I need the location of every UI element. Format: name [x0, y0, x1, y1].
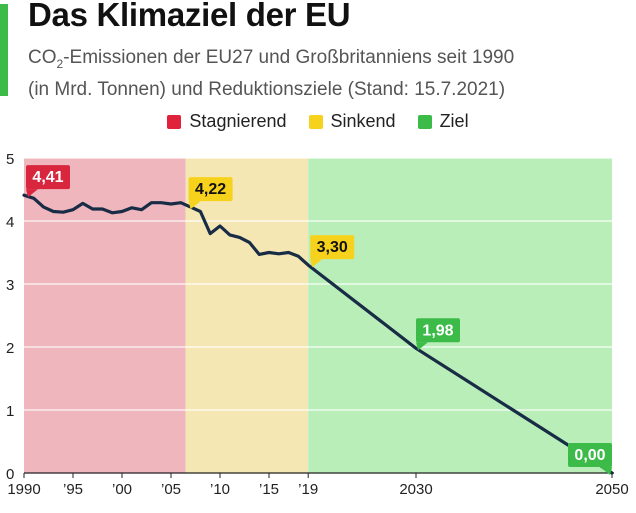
- legend-swatch-stagnierend: [167, 114, 182, 129]
- callout-2030: 1,98: [416, 318, 460, 351]
- subtitle-sub: 2: [56, 56, 64, 71]
- callout-1990: 4,41: [26, 165, 70, 198]
- y-tick-label-5: 5: [6, 151, 14, 168]
- phase-band-stagnierend: [24, 158, 186, 473]
- callout-2050: 0,00: [568, 443, 612, 475]
- callout-box-2019: [310, 235, 355, 260]
- subtitle-co: CO: [28, 47, 57, 68]
- callout-tail-2007: [188, 201, 201, 210]
- callout-box-2030: [416, 318, 460, 343]
- phase-band-ziel: [308, 158, 612, 473]
- callout-label-1990: 4,41: [32, 169, 63, 186]
- y-tick-label-0: 0: [6, 466, 14, 483]
- subtitle-line-1: CO2-Emissionen der EU27 und Großbritanni…: [28, 45, 514, 77]
- x-tick-label-2030: 2030: [399, 481, 432, 498]
- callout-label-2050: 0,00: [574, 447, 605, 464]
- callout-tail-1990: [26, 189, 38, 198]
- x-tick-label-2050: 2050: [595, 481, 628, 498]
- y-tick-label-2: 2: [6, 340, 14, 357]
- x-tick-label-1990: 1990: [7, 481, 40, 498]
- legend-label-ziel: Ziel: [439, 111, 469, 131]
- legend-item-sinkend: Sinkend: [308, 111, 396, 132]
- legend: Stagnierend Sinkend Ziel: [0, 111, 636, 132]
- legend-swatch-sinkend: [308, 114, 323, 129]
- phase-band-sinkend: [185, 158, 309, 473]
- legend-item-ziel: Ziel: [417, 111, 469, 132]
- callout-2019: 3,30: [310, 235, 355, 268]
- callout-box-2050: [568, 443, 612, 467]
- callout-label-2019: 3,30: [317, 239, 348, 256]
- y-tick-label-3: 3: [6, 277, 14, 294]
- subtitle-line-2: (in Mrd. Tonnen) und Reduktionsziele (St…: [28, 78, 506, 100]
- x-tick-label-2015: ’15: [259, 481, 279, 498]
- emissions-line: [22, 193, 614, 475]
- x-tick-label-2010: ’10: [210, 481, 230, 498]
- x-tick-label-2000: ’00: [112, 481, 132, 498]
- subtitle-rest: -Emissionen der EU27 und Großbritanniens…: [63, 47, 515, 68]
- y-tick-label-1: 1: [6, 403, 14, 420]
- callout-tail-2019: [310, 259, 323, 268]
- callout-2007: 4,22: [188, 177, 233, 210]
- legend-swatch-ziel: [417, 114, 432, 129]
- callout-box-1990: [26, 165, 70, 190]
- callout-tail-2030: [416, 342, 428, 351]
- callout-label-2030: 1,98: [422, 322, 453, 339]
- legend-label-sinkend: Sinkend: [330, 111, 396, 131]
- x-tick-label-2019: ’19: [298, 481, 318, 498]
- x-tick-label-2005: ’05: [161, 481, 181, 498]
- legend-item-stagnierend: Stagnierend: [167, 111, 287, 132]
- chart-subtitle: CO2-Emissionen der EU27 und Großbritanni…: [28, 45, 514, 102]
- legend-label-stagnierend: Stagnierend: [189, 111, 287, 131]
- callout-tail-2050: [600, 467, 612, 475]
- callout-box-2007: [188, 177, 233, 202]
- x-tick-label-1995: ’95: [63, 481, 83, 498]
- y-tick-label-4: 4: [6, 214, 14, 231]
- chart-title: Das Klimaziel der EU: [28, 0, 351, 33]
- accent-bar: [0, 4, 8, 96]
- callout-label-2007: 4,22: [195, 181, 226, 198]
